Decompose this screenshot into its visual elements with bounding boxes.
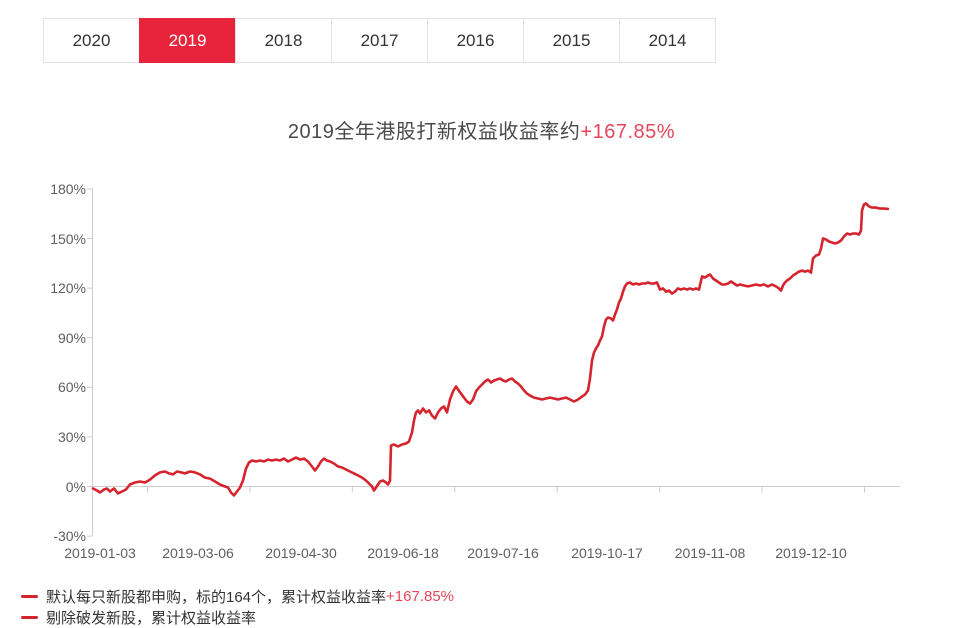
x-axis-label: 2019-06-18 <box>367 545 439 561</box>
tab-2017[interactable]: 2017 <box>331 18 428 63</box>
legend-item[interactable]: 默认每只新股都申购，标的164个，累计权益收益率 +167.85% <box>21 586 454 606</box>
y-axis-label: 30% <box>57 428 86 445</box>
y-axis-label: 180% <box>50 180 86 197</box>
tab-2019[interactable]: 2019 <box>139 18 236 63</box>
legend-item-partial[interactable]: 剔除破发新股，累计权益收益率 <box>21 607 256 627</box>
chart-title: 2019全年港股打新权益收益率约+167.85% <box>0 115 963 144</box>
chart-area: 180% 150% 120% 90% 60% 30% 0% -30% 2019-01-03 20… <box>50 180 900 561</box>
tab-2018[interactable]: 2018 <box>235 18 332 63</box>
y-axis-label: 150% <box>50 230 86 247</box>
legend-line-marker-icon <box>21 615 38 619</box>
chart-title-text: 2019全年港股打新权益收益率约 <box>287 121 581 143</box>
y-axis-label: 60% <box>57 379 86 396</box>
y-axis-label: 0% <box>65 478 86 495</box>
tab-2014[interactable]: 2014 <box>619 18 716 63</box>
legend-value: +167.85% <box>386 587 455 605</box>
tab-2020[interactable]: 2020 <box>43 18 140 63</box>
x-axis-label: 2019-10-17 <box>571 545 643 561</box>
y-axis-label: 90% <box>57 329 86 346</box>
x-axis-label: 2019-03-06 <box>162 545 234 561</box>
year-tabs: 2020 2019 2018 2017 2016 2015 2014 <box>43 18 716 63</box>
y-axis-label: -30% <box>53 528 86 545</box>
legend-label: 剔除破发新股，累计权益收益率 <box>46 609 257 627</box>
hk-ipo-return-chart-page: { "tabs": { "items": [ {"label": "2020",… <box>0 18 963 627</box>
chart-title-value: +167.85% <box>580 121 676 143</box>
tab-2015[interactable]: 2015 <box>523 18 620 63</box>
legend-label: 默认每只新股都申购，标的164个，累计权益收益率 <box>46 588 387 606</box>
legend-line-marker-icon <box>21 594 38 598</box>
x-axis-label: 2019-11-08 <box>674 545 746 561</box>
x-axis-label: 2019-04-30 <box>265 545 337 561</box>
x-axis-label: 2019-01-03 <box>64 545 136 561</box>
tab-2016[interactable]: 2016 <box>427 18 524 63</box>
line-chart-canvas <box>87 188 900 537</box>
x-axis-label: 2019-07-16 <box>467 545 539 561</box>
cumulative-return-line <box>91 202 890 497</box>
x-axis-label: 2019-12-10 <box>775 545 847 561</box>
y-axis-label: 120% <box>50 280 86 297</box>
